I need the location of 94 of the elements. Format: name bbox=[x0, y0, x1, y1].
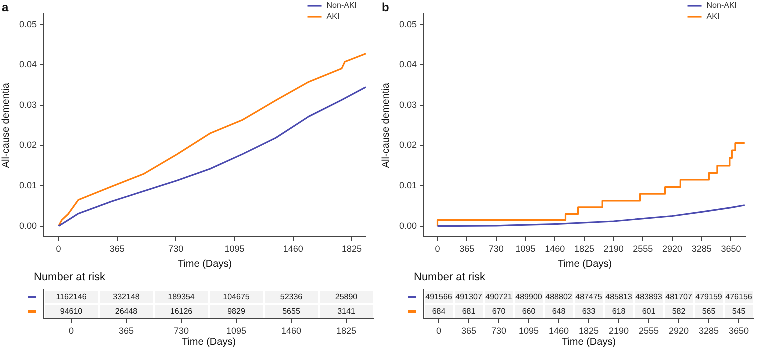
x-tick-label: 1095 bbox=[516, 244, 536, 254]
data-label: 26448 bbox=[115, 306, 138, 316]
data-label: 582 bbox=[672, 306, 686, 316]
data-label: 491566 bbox=[426, 292, 453, 302]
y-tick-label: 0.02 bbox=[19, 140, 37, 150]
y-tick-label: 0.02 bbox=[399, 140, 417, 150]
y-tick-label: 0.04 bbox=[19, 60, 37, 70]
data-label: 648 bbox=[552, 306, 566, 316]
y-tick-label: 0.01 bbox=[19, 180, 37, 191]
data-label: 490721 bbox=[486, 292, 513, 302]
x-tick-label: 0 bbox=[56, 244, 62, 254]
x-tick-label: 1095 bbox=[518, 326, 540, 336]
x-tick-label: 365 bbox=[110, 244, 125, 254]
legend-label: AKI bbox=[326, 12, 340, 22]
data-label: 681 bbox=[462, 306, 476, 316]
x-tick-label: 3285 bbox=[692, 244, 712, 254]
data-label: 601 bbox=[642, 306, 656, 316]
data-label: 52336 bbox=[280, 292, 304, 302]
data-label: 545 bbox=[732, 306, 746, 316]
data-label: 16126 bbox=[170, 306, 194, 316]
x-tick-label: 365 bbox=[118, 326, 134, 336]
data-label: 670 bbox=[492, 306, 506, 316]
y-tick-label: 0.00 bbox=[19, 220, 37, 231]
x-tick-label: 1460 bbox=[283, 244, 304, 254]
data-label: 104675 bbox=[223, 292, 250, 302]
x-tick-label: 2190 bbox=[604, 244, 624, 254]
legend-label: Non-AKI bbox=[326, 1, 357, 10]
data-label: 485813 bbox=[606, 292, 633, 302]
y-tick-label: 0.03 bbox=[399, 100, 417, 110]
data-label: 483893 bbox=[636, 292, 663, 302]
x-tick-label: 730 bbox=[168, 244, 184, 254]
x-tick-label: 0 bbox=[435, 244, 440, 254]
x-tick-label: 1825 bbox=[336, 326, 357, 336]
x-tick-label: 1825 bbox=[578, 326, 600, 336]
data-label: 3141 bbox=[338, 306, 356, 316]
x-tick-label: 0 bbox=[68, 326, 74, 336]
x-tick-label: 730 bbox=[174, 326, 190, 336]
data-label: 660 bbox=[522, 306, 536, 316]
data-label: 476156 bbox=[726, 292, 753, 302]
x-axis-title: Time (Days) bbox=[562, 336, 616, 348]
y-tick-label: 0.03 bbox=[19, 100, 37, 110]
y-tick-label: 0.04 bbox=[399, 60, 417, 70]
x-tick-label: 2920 bbox=[668, 326, 690, 336]
data-label: 565 bbox=[702, 306, 716, 316]
y-tick-label: 0.01 bbox=[399, 180, 417, 191]
x-tick-label: 0 bbox=[436, 326, 442, 336]
y-tick-label: 0.05 bbox=[399, 19, 417, 30]
data-label: 491307 bbox=[456, 292, 483, 302]
data-label: 633 bbox=[582, 306, 596, 316]
x-tick-label: 2555 bbox=[638, 326, 660, 336]
x-tick-label: 3650 bbox=[728, 326, 750, 336]
chart-title: a bbox=[2, 0, 9, 14]
legend-label: Non-AKI bbox=[706, 1, 737, 10]
chart-title: Number at risk bbox=[414, 272, 486, 284]
data-label: 332148 bbox=[113, 292, 140, 302]
y-tick-label: 0.00 bbox=[399, 220, 417, 231]
x-tick-label: 1095 bbox=[224, 244, 245, 254]
x-tick-label: 365 bbox=[461, 326, 477, 336]
y-axis-title: All-cause dementia bbox=[0, 82, 12, 168]
x-tick-label: 365 bbox=[460, 244, 475, 254]
data-label: 488802 bbox=[546, 292, 573, 302]
x-tick-label: 2190 bbox=[608, 326, 630, 336]
data-label: 25890 bbox=[335, 292, 358, 302]
x-tick-label: 730 bbox=[488, 244, 504, 254]
data-label: 481707 bbox=[666, 292, 693, 302]
data-label: 487475 bbox=[576, 292, 603, 302]
x-tick-label: 1095 bbox=[226, 326, 247, 336]
x-tick-label: 730 bbox=[491, 326, 507, 336]
legend-label: AKI bbox=[706, 12, 720, 22]
x-tick-label: 1460 bbox=[545, 244, 566, 254]
data-label: 618 bbox=[612, 306, 626, 316]
x-tick-label: 1460 bbox=[281, 326, 302, 336]
x-tick-label: 2555 bbox=[633, 244, 654, 254]
data-label: 189354 bbox=[168, 292, 196, 302]
x-tick-label: 1460 bbox=[548, 326, 570, 336]
data-label: 1162146 bbox=[56, 292, 88, 302]
x-tick-label: 3650 bbox=[721, 244, 742, 254]
chart-title: b bbox=[382, 0, 390, 14]
x-tick-label: 1825 bbox=[342, 244, 362, 254]
x-tick-label: 1825 bbox=[574, 244, 594, 254]
x-axis-title: Time (Days) bbox=[182, 336, 236, 348]
data-label: 9829 bbox=[228, 306, 246, 316]
data-label: 479159 bbox=[696, 292, 723, 302]
data-label: 489900 bbox=[516, 292, 543, 302]
y-tick-label: 0.05 bbox=[19, 19, 37, 30]
data-label: 684 bbox=[432, 306, 446, 316]
data-label: 94610 bbox=[60, 306, 84, 316]
chart-title: Number at risk bbox=[34, 272, 106, 284]
x-tick-label: 2920 bbox=[662, 244, 683, 254]
x-axis-title: Time (Days) bbox=[178, 258, 232, 270]
x-axis-title: Time (Days) bbox=[558, 258, 612, 270]
y-axis-title: All-cause dementia bbox=[380, 82, 392, 168]
data-label: 5655 bbox=[282, 306, 301, 316]
x-tick-label: 3285 bbox=[698, 326, 720, 336]
